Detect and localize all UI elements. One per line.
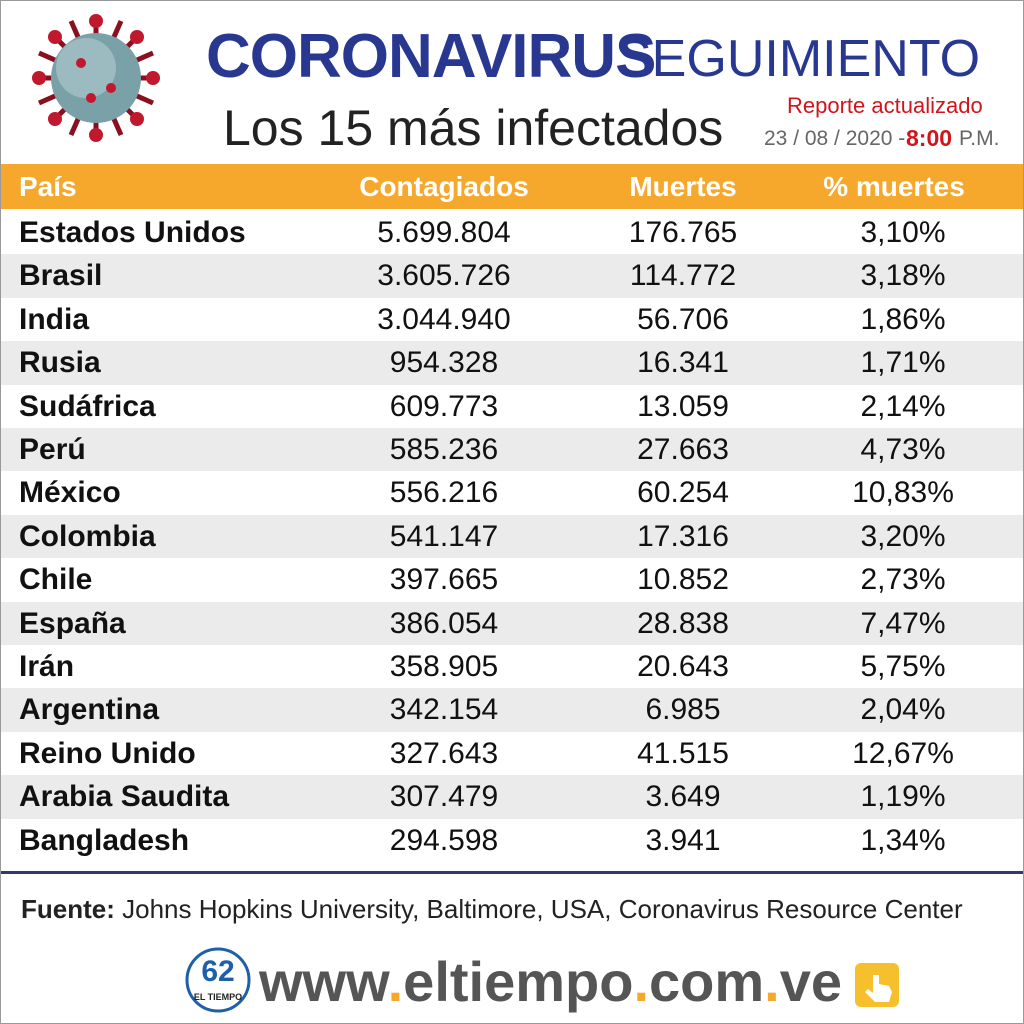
- table-row: Colombia 541.147 17.316 3,20%: [1, 514, 1023, 559]
- table-cell: Estados Unidos: [19, 216, 246, 249]
- table-cell: 10.852: [637, 563, 729, 597]
- table-cell: 358.905: [389, 650, 499, 683]
- table-cell: 5,75%: [860, 650, 946, 683]
- table-cell: 6.985: [645, 693, 721, 727]
- table-cell: 7,47%: [860, 606, 946, 640]
- table-cell: España: [19, 606, 126, 640]
- table-row: Brasil 3.605.726 114.772 3,18%: [1, 254, 1023, 298]
- table-cell: 176.765: [628, 216, 738, 249]
- table-cell: 17.316: [637, 519, 729, 553]
- table-cell: 342.154: [389, 693, 499, 727]
- source: Fuente: Johns Hopkins University, Baltim…: [21, 894, 963, 925]
- table-cell: 41.515: [637, 736, 729, 770]
- table-cell: 5.699.804: [377, 216, 511, 249]
- table-cell: 3.044.940: [377, 302, 511, 336]
- url: www.eltiempo.com.ve: [259, 950, 843, 1013]
- table-cell: 12,67%: [852, 736, 954, 770]
- table-cell: Brasil: [19, 259, 103, 293]
- table-cell: 327.643: [389, 736, 499, 770]
- table-cell: 3,18%: [860, 259, 946, 293]
- table-cell: 1,71%: [860, 346, 946, 380]
- table-cell: 1,86%: [860, 302, 946, 336]
- table-cell: 3.941: [645, 823, 721, 857]
- table-row: Bangladesh 294.598 3.941 1,34%: [1, 818, 1023, 862]
- table-cell: Rusia: [19, 346, 101, 380]
- table-cell: 56.706: [637, 302, 729, 336]
- table-cell: 20.643: [637, 650, 729, 683]
- table-cell: Arabia Saudita: [19, 780, 230, 814]
- divider: [1, 871, 1023, 874]
- date: 23 / 08 / 2020 -: [764, 127, 906, 150]
- table-cell: 954.328: [389, 346, 499, 380]
- table-cell: 307.479: [389, 780, 499, 814]
- title-sub: SEGUIMIENTO: [617, 30, 981, 88]
- table-cell: 2,04%: [860, 693, 946, 727]
- table-row: Arabia Saudita 307.479 3.649 1,19%: [1, 775, 1023, 819]
- source-label: Fuente:: [21, 894, 115, 924]
- table-cell: 386.054: [389, 606, 499, 640]
- table-cell: Chile: [19, 563, 93, 597]
- table-cell: 3,20%: [860, 519, 946, 553]
- table-row: Irán 358.905 20.643 5,75%: [1, 645, 1023, 689]
- table-cell: 3.605.726: [377, 259, 511, 293]
- table-cell: 397.665: [389, 563, 499, 597]
- table-row: Perú 585.236 27.663 4,73%: [1, 428, 1023, 472]
- column-header: Contagiados: [359, 171, 529, 202]
- table-cell: 2,73%: [860, 563, 946, 597]
- table-cell: 609.773: [389, 389, 499, 423]
- table-cell: 3,10%: [860, 216, 946, 249]
- click-icon: [855, 963, 899, 1007]
- source-text: Johns Hopkins University, Baltimore, USA…: [122, 894, 963, 924]
- table-cell: 60.254: [637, 476, 729, 510]
- logo: 62 EL TIEMPO: [185, 947, 251, 1013]
- logo-text: EL TIEMPO: [194, 992, 242, 1002]
- column-header: País: [19, 171, 77, 202]
- report-label: Reporte actualizado: [787, 93, 983, 118]
- table-cell: 10,83%: [852, 476, 954, 510]
- table-cell: 114.772: [629, 259, 737, 293]
- table-row: México 556.216 60.254 10,83%: [1, 471, 1023, 515]
- table-cell: 585.236: [389, 433, 499, 466]
- header-bar: [1, 164, 1023, 209]
- table-row: Reino Unido 327.643 41.515 12,67%: [1, 731, 1023, 776]
- virus-icon: [32, 14, 160, 142]
- table-cell: 2,14%: [860, 389, 946, 423]
- table-cell: Sudáfrica: [19, 389, 156, 423]
- table-row: Chile 397.665 10.852 2,73%: [1, 558, 1023, 602]
- table-cell: 1,19%: [860, 780, 946, 814]
- table-cell: 294.598: [389, 823, 499, 857]
- table-cell: 541.147: [389, 519, 499, 553]
- table-cell: 3.649: [645, 780, 721, 814]
- table-cell: México: [19, 476, 121, 510]
- time: 8:00: [906, 125, 953, 151]
- logo-number: 62: [201, 955, 234, 988]
- table-cell: 556.216: [389, 476, 499, 510]
- table-row: India 3.044.940 56.706 1,86%: [1, 297, 1023, 342]
- table-row: Sudáfrica 609.773 13.059 2,14%: [1, 384, 1023, 428]
- table-row: Rusia 954.328 16.341 1,71%: [1, 341, 1023, 385]
- table-cell: Irán: [19, 650, 75, 683]
- table-cell: 28.838: [637, 606, 729, 640]
- table-cell: Colombia: [19, 519, 156, 553]
- table-cell: 16.341: [637, 346, 729, 380]
- subtitle: Los 15 más infectados: [223, 100, 724, 156]
- table-cell: India: [19, 302, 90, 336]
- title: CORONAVIRUS: [206, 22, 656, 91]
- column-header: Muertes: [629, 171, 737, 202]
- table-row: Argentina 342.154 6.985 2,04%: [1, 688, 1023, 732]
- table-cell: 13.059: [637, 389, 729, 423]
- ampm: P.M.: [959, 127, 1000, 150]
- table-cell: Bangladesh: [19, 823, 190, 857]
- table-cell: Reino Unido: [19, 736, 196, 770]
- column-header: % muertes: [823, 171, 965, 202]
- table-row: España 386.054 28.838 7,47%: [1, 601, 1023, 645]
- table-cell: 4,73%: [860, 433, 946, 466]
- table-row: Estados Unidos 5.699.804 176.765 3,10%: [1, 211, 1023, 255]
- table-cell: 1,34%: [860, 823, 946, 857]
- table-cell: 27.663: [637, 433, 729, 466]
- table-cell: Argentina: [19, 693, 160, 727]
- table-cell: Perú: [19, 433, 86, 466]
